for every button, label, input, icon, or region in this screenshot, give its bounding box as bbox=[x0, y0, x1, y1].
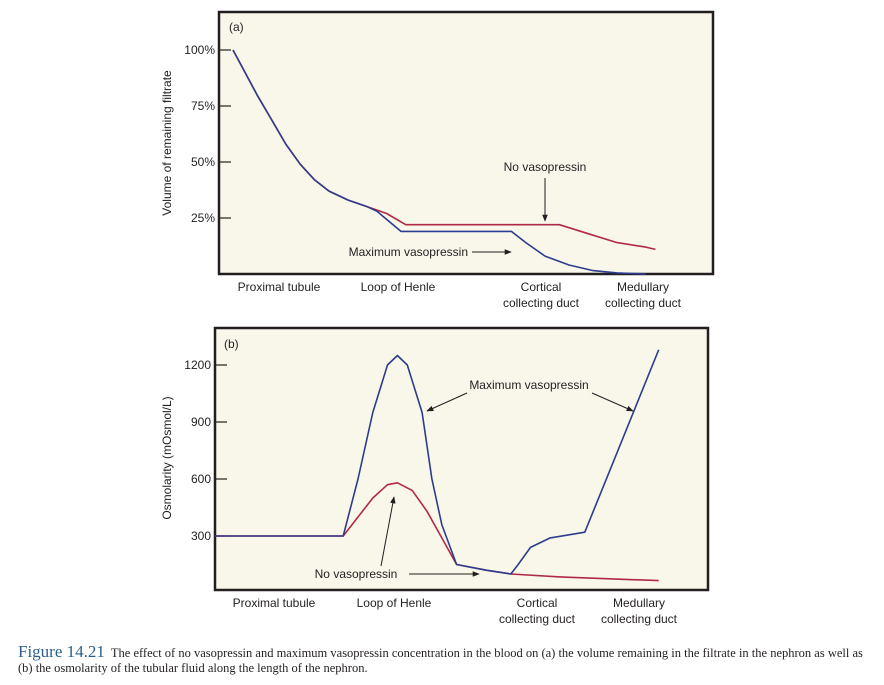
panel-a-annotation-no-vasopressin: No vasopressin bbox=[504, 160, 587, 222]
xlabel-medullary-2: collecting duct bbox=[605, 296, 682, 310]
arrow-left bbox=[426, 392, 468, 412]
figure: (a) Volume of remaining filtrate 100% 75%… bbox=[160, 10, 715, 626]
panel-a-annotation-max-vasopressin: Maximum vasopressin bbox=[349, 245, 512, 259]
xlabel-cortical-2: collecting duct bbox=[503, 296, 580, 310]
y-tick-label: 50% bbox=[191, 155, 215, 169]
y-tick-label: 1200 bbox=[184, 358, 211, 372]
xlabel-cortical: Cortical bbox=[521, 280, 562, 294]
panel-b-annotation-max-vasopressin: Maximum vasopressin bbox=[426, 378, 634, 412]
annotation-max-vasopressin: Maximum vasopressin bbox=[349, 245, 468, 259]
xlabel-loop-of-henle: Loop of Henle bbox=[361, 280, 436, 294]
panel-a-ylabel: Volume of remaining filtrate bbox=[160, 70, 174, 216]
arrow-up bbox=[380, 496, 396, 567]
panel-b-xlabels: Proximal tubule Loop of Henle Cortical c… bbox=[233, 596, 678, 626]
xlabel-medullary: Medullary bbox=[617, 280, 669, 294]
y-tick-label: 25% bbox=[191, 211, 215, 225]
arrow-right bbox=[591, 392, 634, 412]
xlabel-cortical: Cortical bbox=[517, 596, 558, 610]
xlabel-loop-of-henle: Loop of Henle bbox=[357, 596, 432, 610]
annotation-max-vasopressin: Maximum vasopressin bbox=[469, 378, 588, 392]
panel-a-label: (a) bbox=[229, 20, 244, 34]
figure-label: Figure 14.21 bbox=[18, 642, 105, 661]
panel-b-annotation-no-vasopressin: No vasopressin bbox=[315, 496, 480, 581]
xlabel-proximal-tubule: Proximal tubule bbox=[238, 280, 321, 294]
series-line-maximum-vasopressin bbox=[232, 49, 646, 275]
panel-b-ylabel: Osmolarity (mOsmol/L) bbox=[160, 396, 174, 519]
y-tick-label: 75% bbox=[191, 99, 215, 113]
panel-a-xlabels: Proximal tubule Loop of Henle Cortical c… bbox=[238, 280, 682, 310]
xlabel-proximal-tubule: Proximal tubule bbox=[233, 596, 316, 610]
panel-a-frame bbox=[217, 10, 715, 276]
panel-b: (b) Osmolarity (mOsmol/L) 1200900600300 … bbox=[160, 326, 710, 626]
annotation-no-vasopressin: No vasopressin bbox=[504, 160, 587, 174]
panel-b-frame bbox=[213, 326, 710, 592]
xlabel-cortical-2: collecting duct bbox=[499, 612, 576, 626]
series-line-no-vasopressin bbox=[215, 482, 659, 582]
y-tick-label: 100% bbox=[184, 43, 215, 57]
figure-caption: Figure 14.21 The effect of no vasopressin… bbox=[18, 642, 878, 676]
panel-a: (a) Volume of remaining filtrate 100% 75%… bbox=[160, 10, 715, 310]
panel-b-label: (b) bbox=[224, 337, 239, 351]
y-tick-label: 300 bbox=[191, 529, 211, 543]
y-tick-label: 900 bbox=[191, 415, 211, 429]
caption-text: The effect of no vasopressin and maximum… bbox=[18, 646, 863, 675]
series-line-maximum-vasopressin bbox=[215, 349, 660, 575]
annotation-no-vasopressin: No vasopressin bbox=[315, 567, 398, 581]
xlabel-medullary-2: collecting duct bbox=[601, 612, 678, 626]
xlabel-medullary: Medullary bbox=[613, 596, 665, 610]
y-tick-label: 600 bbox=[191, 472, 211, 486]
